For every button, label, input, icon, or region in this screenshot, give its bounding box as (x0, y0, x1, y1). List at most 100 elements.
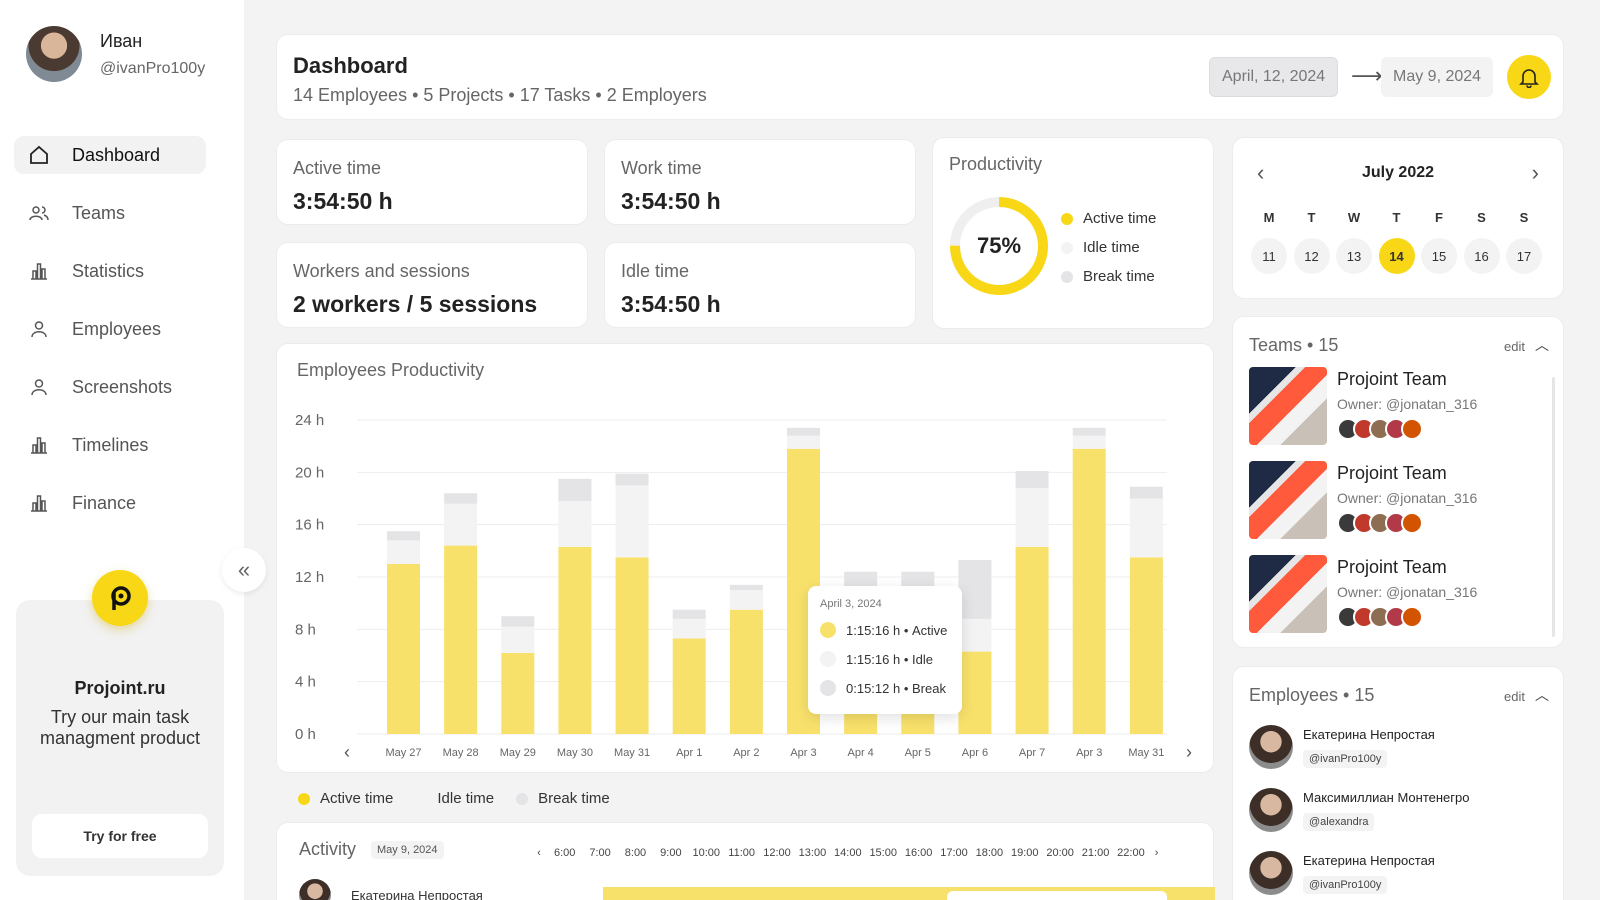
chart-title: Employees Productivity (297, 360, 485, 380)
legend-active: Active time (1061, 204, 1156, 233)
sidebar-item-label: Finance (72, 492, 137, 513)
team-item[interactable]: Projoint Team Owner: @jonatan_316 (1249, 461, 1477, 541)
legend-idle-time[interactable]: Idle time (415, 790, 494, 807)
bar-active-time[interactable] (444, 545, 478, 734)
chevron-left-icon[interactable]: ‹ (1257, 160, 1265, 185)
bar-break-time[interactable] (615, 473, 649, 486)
activity-user[interactable]: Екатерина Непростая (299, 879, 483, 900)
sidebar-item-label: Dashboard (72, 144, 161, 165)
active-time-card: Active time 3:54:50 h (276, 139, 588, 225)
x-tick-label: Apr 2 (733, 747, 759, 759)
bar-idle-time[interactable] (1015, 488, 1049, 547)
chevron-up-icon[interactable]: ︿ (1535, 337, 1549, 353)
calendar-date[interactable]: 17 (1506, 238, 1542, 274)
legend-break-time[interactable]: Break time (516, 790, 610, 807)
bar-active-time[interactable] (501, 652, 535, 734)
bar-idle-time[interactable] (729, 590, 763, 610)
chart-tooltip: April 3, 2024 1:15:16 h • Active 1:15:16… (808, 586, 962, 714)
bar-active-time[interactable] (558, 546, 592, 734)
calendar-date-selected[interactable]: 14 (1378, 238, 1415, 274)
avatar (26, 26, 82, 82)
calendar-date[interactable]: 16 (1463, 238, 1500, 274)
sidebar-item-statistics[interactable]: Statistics (14, 252, 206, 290)
sidebar-item-finance[interactable]: Finance (14, 484, 206, 522)
sidebar-item-timelines[interactable]: Timelines (14, 426, 206, 464)
stat-label: Active time (293, 158, 382, 178)
notifications-button[interactable] (1507, 55, 1551, 99)
user-profile[interactable]: Иван @ivanPro100y (26, 26, 205, 82)
bar-active-time[interactable] (1072, 448, 1106, 734)
bar-break-time[interactable] (387, 531, 420, 541)
team-item[interactable]: Projoint Team Owner: @jonatan_316 (1249, 367, 1477, 447)
activity-hours: ‹ 6:00 7:00 8:00 9:00 10:00 11:00 12:00 13:00 14:… (531, 847, 1165, 859)
arrow-right-icon: ⟶ (1351, 63, 1383, 88)
sidebar-item-dashboard[interactable]: Dashboard (14, 136, 206, 174)
bar-idle-time[interactable] (958, 618, 992, 652)
bar-break-time[interactable] (1015, 471, 1049, 489)
chevron-left-icon[interactable]: ‹ (537, 847, 541, 859)
bar-break-time[interactable] (558, 478, 592, 502)
bar-break-time[interactable] (672, 609, 706, 619)
bar-break-time[interactable] (729, 584, 763, 591)
activity-title: Activity (299, 839, 357, 859)
y-tick-label: 12 h (295, 569, 324, 586)
bar-active-time[interactable] (958, 651, 992, 734)
chevron-right-icon[interactable]: › (1154, 847, 1159, 859)
calendar-date[interactable]: 12 (1293, 238, 1330, 274)
employee-item[interactable]: Максимиллиан Монтенегро @alexandra (1249, 788, 1470, 832)
bar-break-time[interactable] (444, 493, 478, 504)
team-owner: Owner: @jonatan_316 (1337, 490, 1478, 506)
chart-prev-icon[interactable]: ‹ (344, 742, 350, 762)
bar-active-time[interactable] (615, 557, 649, 734)
activity-card: Activity May 9, 2024 ‹ 6:00 7:00 8:00 9:00 10… (276, 822, 1215, 900)
bar-idle-time[interactable] (1072, 435, 1106, 449)
bar-idle-time[interactable] (787, 435, 820, 449)
bar-idle-time[interactable] (672, 618, 706, 639)
date-to-field[interactable]: May 9, 2024 (1381, 57, 1494, 97)
sidebar-item-teams[interactable]: Teams (14, 194, 206, 232)
date-from-field[interactable]: April, 12, 2024 (1209, 57, 1339, 97)
bar-active-time[interactable] (1015, 546, 1049, 734)
employee-item[interactable]: Екатерина Непростая @ivanPro100y (1249, 851, 1435, 895)
bar-break-time[interactable] (1072, 427, 1106, 436)
team-item[interactable]: Projoint Team Owner: @jonatan_316 (1249, 555, 1477, 635)
bar-idle-time[interactable] (444, 503, 478, 546)
weekday: T (1307, 210, 1316, 225)
try-for-free-button[interactable]: Try for free (32, 814, 208, 858)
bar-active-time[interactable] (387, 563, 420, 734)
sidebar-item-employees[interactable]: Employees (14, 310, 206, 348)
bar-active-time[interactable] (672, 638, 706, 734)
collapse-sidebar-button[interactable]: « (222, 548, 266, 592)
calendar-date[interactable]: 15 (1421, 238, 1457, 274)
bar-idle-time[interactable] (1129, 498, 1163, 558)
employee-handle: @ivanPro100y (1303, 749, 1388, 768)
bar-break-time[interactable] (1129, 486, 1163, 499)
bar-idle-time[interactable] (615, 485, 649, 558)
bar-break-time[interactable] (787, 427, 820, 436)
avatar (1249, 788, 1293, 832)
bar-idle-time[interactable] (501, 626, 535, 653)
teams-edit-link[interactable]: edit (1504, 339, 1525, 354)
sidebar-item-label: Employees (72, 318, 162, 339)
employees-edit-link[interactable]: edit (1504, 689, 1525, 704)
x-tick-label: Apr 4 (847, 747, 873, 759)
x-tick-label: May 28 (443, 747, 479, 759)
user-icon (28, 318, 50, 340)
bar-break-time[interactable] (501, 616, 535, 627)
bar-break-time[interactable] (958, 559, 992, 619)
avatar (1401, 606, 1423, 628)
bar-idle-time[interactable] (387, 540, 420, 564)
chart-next-icon[interactable]: › (1186, 742, 1192, 762)
chevron-up-icon[interactable]: ︿ (1535, 687, 1549, 703)
bar-idle-time[interactable] (558, 501, 592, 547)
sidebar-item-screenshots[interactable]: Screenshots (14, 368, 206, 406)
bar-active-time[interactable] (1129, 557, 1163, 734)
chevron-right-icon[interactable]: › (1531, 160, 1539, 185)
employee-item[interactable]: Екатерина Непростая @ivanPro100y (1249, 725, 1435, 769)
calendar-date[interactable]: 13 (1336, 238, 1372, 274)
bar-active-time[interactable] (729, 609, 763, 734)
activity-hour-label: 14:00 (834, 847, 862, 859)
legend-active-time[interactable]: Active time (298, 790, 393, 807)
calendar-date[interactable]: 11 (1251, 238, 1287, 274)
teams-scrollbar[interactable] (1552, 377, 1555, 637)
